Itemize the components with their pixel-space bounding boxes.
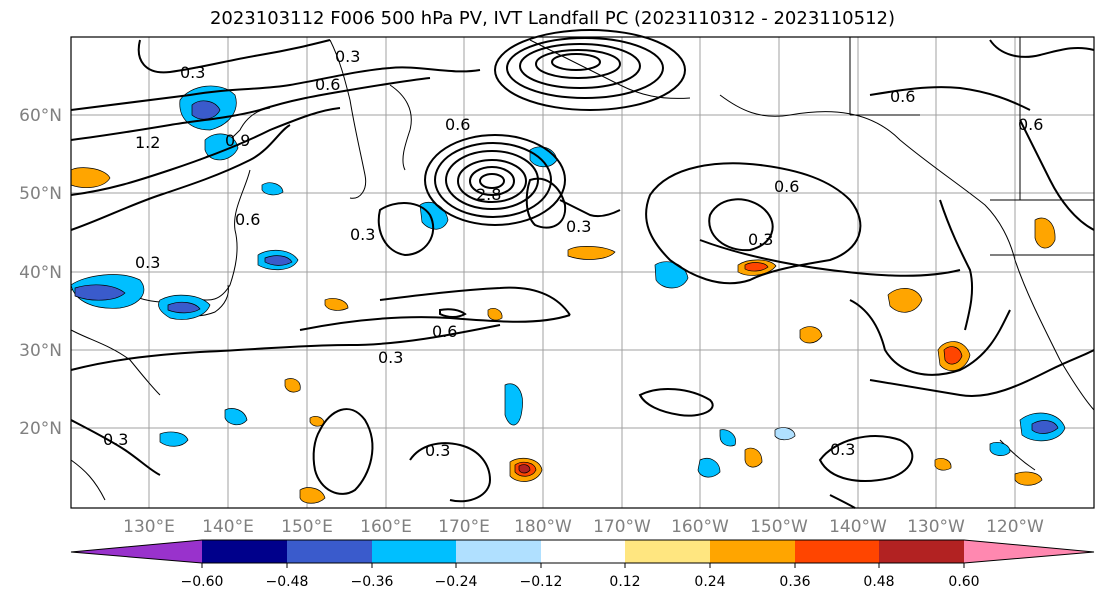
contour-label: 0.3 (350, 225, 375, 244)
colorbar-tick-label: 0.36 (779, 574, 810, 590)
lat-label-40n: 40°N (19, 263, 62, 283)
colorbar-segment (202, 540, 287, 563)
lon-label: 170°E (438, 517, 490, 537)
contour-labels: 0.3 0.6 1.2 0.9 0.6 0.3 0.6 0.3 0.6 0.3 … (103, 47, 1043, 460)
lat-label-20n: 20°N (19, 419, 62, 439)
colorbar-segment (964, 540, 1094, 563)
colorbar-tick-label: −0.60 (181, 574, 224, 590)
colorbar-segment (287, 540, 372, 563)
contour-label: 0.3 (566, 217, 591, 236)
lon-label: 150°E (281, 517, 333, 537)
lat-label-30n: 30°N (19, 341, 62, 361)
colorbar-segment (71, 540, 202, 563)
colorbar-tick-label: −0.36 (351, 574, 394, 590)
colorbar-tick-label: −0.48 (266, 574, 309, 590)
contour-label: 0.3 (135, 253, 160, 272)
lat-label-60n: 60°N (19, 106, 62, 126)
colorbar-segment (625, 540, 710, 563)
lon-label: 160°W (671, 517, 729, 537)
colorbar-tick-label: −0.12 (520, 574, 563, 590)
longitude-labels: 130°E 140°E 150°E 160°E 170°E 180°W 170°… (123, 517, 1044, 537)
pv-contours (70, 29, 1095, 509)
contour-label: 0.3 (425, 441, 450, 460)
colorbar-ticks (201, 563, 965, 568)
colorbar-tick-label: 0.60 (948, 574, 979, 590)
contour-label: 0.6 (432, 322, 457, 341)
colorbar-segment (879, 540, 964, 563)
colorbar-tick-label: 0.24 (694, 574, 725, 590)
contour-label: 0.6 (1018, 115, 1043, 134)
colorbar-tick-label: −0.24 (435, 574, 478, 590)
colorbar-segment (372, 540, 456, 563)
map-frame (70, 36, 1095, 509)
lon-label: 170°W (593, 517, 651, 537)
colorbar: −0.60 −0.48 −0.36 −0.24 −0.12 0.12 0.24 … (70, 539, 1095, 590)
lon-label: 180°W (514, 517, 572, 537)
gridlines (71, 37, 1094, 508)
lon-label: 140°E (202, 517, 254, 537)
lon-label: 150°W (750, 517, 808, 537)
shaded-anomalies (70, 85, 1066, 504)
lon-label: 140°W (829, 517, 887, 537)
contour-label: 0.6 (890, 87, 915, 106)
colorbar-segment (710, 540, 795, 563)
figure-title: 2023103112 F006 500 hPa PV, IVT Landfall… (209, 8, 896, 29)
contour-label: 0.3 (378, 348, 403, 367)
colorbar-tick-labels: −0.60 −0.48 −0.36 −0.24 −0.12 0.12 0.24 … (181, 574, 980, 590)
contour-label: 0.3 (180, 63, 205, 82)
contour-label: 0.3 (103, 430, 128, 449)
lon-label: 120°W (986, 517, 1044, 537)
lon-label: 130°E (123, 517, 175, 537)
contour-label: 0.6 (315, 75, 340, 94)
colorbar-tick-label: 0.48 (863, 574, 894, 590)
contour-label: 0.3 (335, 47, 360, 66)
colorbar-segment (541, 540, 625, 563)
colorbar-segment (795, 540, 879, 563)
contour-label: 0.3 (830, 440, 855, 459)
contour-label: 0.6 (774, 177, 799, 196)
contour-label: 0.9 (225, 131, 250, 150)
colorbar-segment (456, 540, 541, 563)
contour-label: 0.6 (235, 210, 260, 229)
contour-label: 2.8 (476, 185, 501, 204)
map-panel: 0.3 0.6 1.2 0.9 0.6 0.3 0.6 0.3 0.6 0.3 … (70, 29, 1095, 509)
contour-label: 0.3 (748, 230, 773, 249)
contour-label: 1.2 (135, 133, 160, 152)
contour-label: 0.6 (445, 115, 470, 134)
lon-label: 130°W (907, 517, 965, 537)
lat-label-50n: 50°N (19, 184, 62, 204)
colorbar-tick-label: 0.12 (609, 574, 640, 590)
latitude-labels: 60°N 50°N 40°N 30°N 20°N (19, 106, 62, 439)
lon-label: 160°E (360, 517, 412, 537)
